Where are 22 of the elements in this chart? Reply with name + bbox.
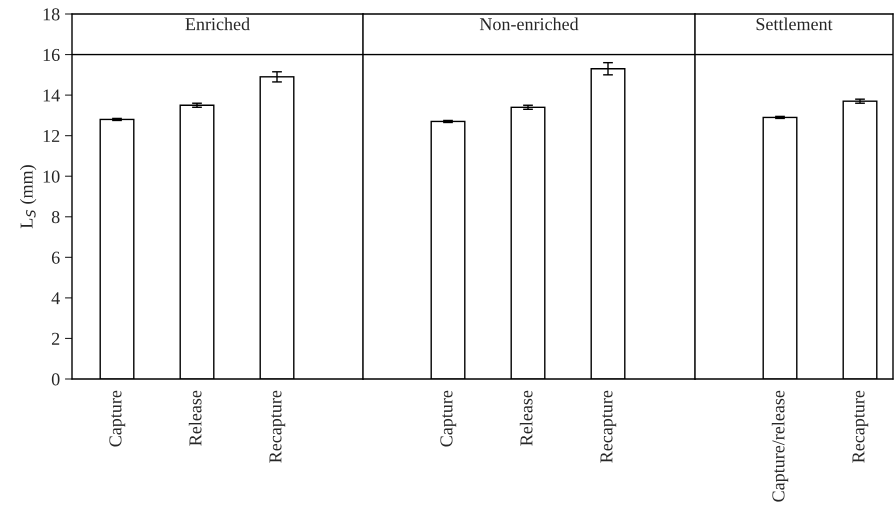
chart-title: Settlement	[756, 18, 833, 30]
x-tick-label: Capture/release	[772, 390, 788, 502]
y-tick-label: 8	[52, 211, 60, 224]
y-tick-label: 16	[44, 48, 60, 61]
chart-title: Enriched	[185, 18, 250, 30]
x-tick-label: Capture	[440, 390, 456, 447]
y-tick-label: 18	[44, 8, 60, 20]
y-tick-label: 0	[52, 373, 60, 386]
x-tick-label: Recapture	[270, 390, 286, 463]
y-tick-label: 14	[44, 89, 60, 102]
y-axis-title: L$_{S}$ (mm)	[20, 165, 36, 228]
y-tick-label: 6	[52, 252, 60, 264]
y-tick-label: 12	[44, 130, 60, 142]
x-tick-label: Release	[188, 390, 202, 446]
x-tick-label: Capture	[109, 390, 126, 447]
chart-title: Non-enriched	[480, 18, 578, 30]
x-tick-label: Recapture	[852, 390, 868, 463]
x-tick-label: Release	[520, 390, 533, 446]
x-tick-label: Recapture	[600, 390, 616, 463]
y-tick-label: 10	[44, 170, 60, 183]
y-tick-label: 4	[52, 292, 60, 304]
y-tick-label: 2	[52, 332, 60, 345]
